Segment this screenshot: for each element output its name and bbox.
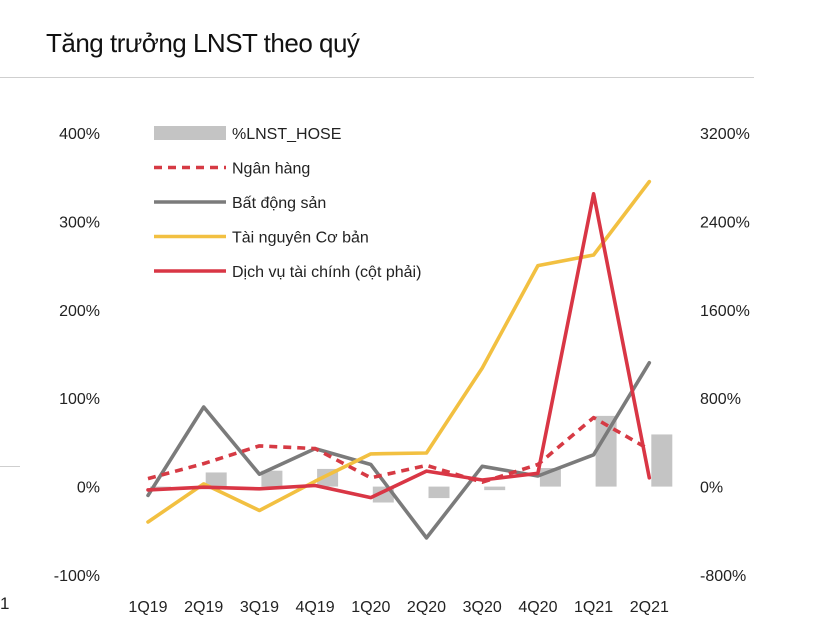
- legend-item-lnst-hose: %LNST_HOSE: [232, 126, 341, 143]
- lines-layer: [146, 179, 652, 540]
- x-axis-tick-label: 4Q19: [296, 599, 335, 616]
- bar-lnst-hose: [150, 486, 171, 489]
- right-axis-labels: 3200% 2400% 1600% 800% 0% -800%: [700, 126, 750, 585]
- legend-item-bat-dong-san: Bất động sản: [232, 195, 326, 212]
- bar-lnst-hose: [595, 415, 617, 487]
- x-axis-tick-label: 2Q19: [184, 599, 223, 616]
- legend-item-dich-vu-tai-chinh: Dịch vụ tài chính (cột phải): [232, 264, 421, 281]
- legend-item-tai-nguyen-co-ban: Tài nguyên Cơ bản: [232, 230, 369, 247]
- x-axis-tick-label: 3Q19: [240, 599, 279, 616]
- left-axis-tick-label: 100%: [59, 391, 100, 408]
- bar-lnst-hose: [205, 472, 227, 487]
- left-axis-tick-label: 300%: [59, 214, 100, 231]
- left-axis-labels: 400% 300% 200% 100% 0% -100%: [54, 126, 100, 585]
- left-axis-tick-label: 0%: [77, 480, 100, 497]
- x-axis-tick-label: 2Q21: [630, 599, 669, 616]
- x-axis-tick-label: 1Q20: [351, 599, 390, 616]
- x-axis-tick-label: 3Q20: [463, 599, 502, 616]
- right-axis-tick-label: 800%: [700, 391, 741, 408]
- line-ngan-hang: [147, 415, 651, 485]
- x-axis-tick-label: 2Q20: [407, 599, 446, 616]
- legend-item-ngan-hang: Ngân hàng: [232, 161, 310, 178]
- right-axis-tick-label: 1600%: [700, 303, 750, 320]
- x-axis-tick-label: 4Q20: [518, 599, 557, 616]
- right-axis-tick-label: 3200%: [700, 126, 750, 143]
- title-divider: [0, 77, 754, 78]
- right-axis-tick-label: -800%: [700, 568, 746, 585]
- x-axis-tick-label: 1Q19: [128, 599, 167, 616]
- line-bat-dong-san: [146, 360, 652, 540]
- line-dich-vu-tai-chinh: [146, 192, 652, 500]
- x-axis-labels: 1Q19 2Q19 3Q19 4Q19 1Q20 2Q20 3Q20 4Q20 1Q21 2Q21: [128, 599, 669, 616]
- left-axis-tick-label: 200%: [59, 303, 100, 320]
- line-tai-nguyen-co-ban: [146, 179, 652, 524]
- bar-lnst-hose: [261, 470, 283, 487]
- stray-label: 1: [0, 594, 10, 613]
- legend: %LNST_HOSE Ngân hàng Bất động sản Tài nguyê…: [154, 126, 421, 281]
- left-axis-tick-label: 400%: [59, 126, 100, 143]
- legend-swatch-bar: [154, 126, 226, 140]
- right-axis-tick-label: 0%: [700, 480, 723, 497]
- left-divider-fragment: [0, 466, 20, 467]
- bar-lnst-hose: [428, 486, 450, 499]
- chart-title: Tăng trưởng LNST theo quý: [46, 28, 360, 58]
- right-axis-tick-label: 2400%: [700, 214, 750, 231]
- x-axis-tick-label: 1Q21: [574, 599, 613, 616]
- bar-lnst-hose: [484, 486, 506, 491]
- left-axis-tick-label: -100%: [54, 568, 100, 585]
- bar-lnst-hose: [651, 434, 673, 487]
